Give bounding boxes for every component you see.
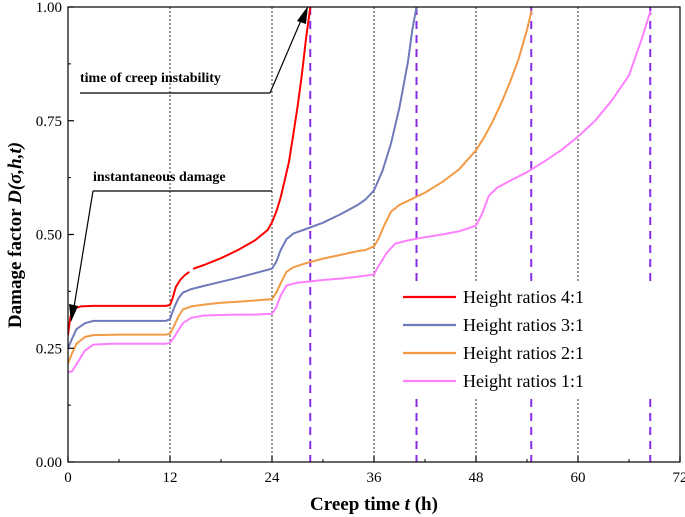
legend-label: Height ratios 2:1 <box>463 343 584 363</box>
legend-label: Height ratios 4:1 <box>463 287 584 307</box>
y-axis-title-text: Damage factor <box>5 204 26 328</box>
y-tick-label: 0.00 <box>36 455 62 471</box>
legend-item-4-1: Height ratios 4:1 <box>403 287 584 307</box>
y-axis-title: Damage factor D(σ,h,t) <box>5 142 26 328</box>
arrow-head-icon <box>297 6 308 24</box>
axis-ticks: 0 12 24 36 48 60 72 0.00 0.25 0.50 0.75 1.00 <box>36 0 685 486</box>
annotation-instantaneous-damage: instantaneous damage <box>69 170 272 322</box>
legend-label: Height ratios 1:1 <box>463 371 584 391</box>
x-tick-label: 0 <box>64 470 72 486</box>
legend: Height ratios 4:1 Height ratios 3:1 Heig… <box>397 283 657 397</box>
legend-item-1-1: Height ratios 1:1 <box>403 371 584 391</box>
legend-item-3-1: Height ratios 3:1 <box>403 315 584 335</box>
series-line-3 <box>68 10 533 365</box>
x-axis-title-unit: (h) <box>410 494 438 515</box>
arrow-head-icon <box>69 304 78 322</box>
legend-item-2-1: Height ratios 2:1 <box>403 343 584 363</box>
x-axis-title: Creep time t (h) <box>310 494 438 515</box>
x-tick-label: 72 <box>673 470 685 486</box>
series-line-2 <box>68 7 418 350</box>
annotation-instantaneous-damage-text: instantaneous damage <box>93 170 226 185</box>
annotation-creep-instability-text: time of creep instability <box>80 71 221 86</box>
x-tick-label: 48 <box>469 470 484 486</box>
annotation-creep-instability: time of creep instability <box>80 6 308 94</box>
x-axis-title-var: t <box>405 494 411 515</box>
x-axis-title-text: Creep time <box>310 494 405 515</box>
y-tick-label: 0.75 <box>36 114 62 130</box>
x-tick-label: 24 <box>265 470 281 486</box>
y-tick-label: 0.25 <box>36 341 62 357</box>
y-tick-label: 1.00 <box>36 0 62 16</box>
y-tick-label: 0.50 <box>36 228 62 244</box>
x-tick-label: 60 <box>571 470 586 486</box>
x-tick-label: 36 <box>367 470 383 486</box>
y-axis-title-var: D(σ,h,t) <box>5 142 26 205</box>
x-tick-label: 12 <box>163 470 178 486</box>
legend-label: Height ratios 3:1 <box>463 315 584 335</box>
series-line-4 <box>68 10 652 374</box>
legend-box <box>397 283 657 397</box>
